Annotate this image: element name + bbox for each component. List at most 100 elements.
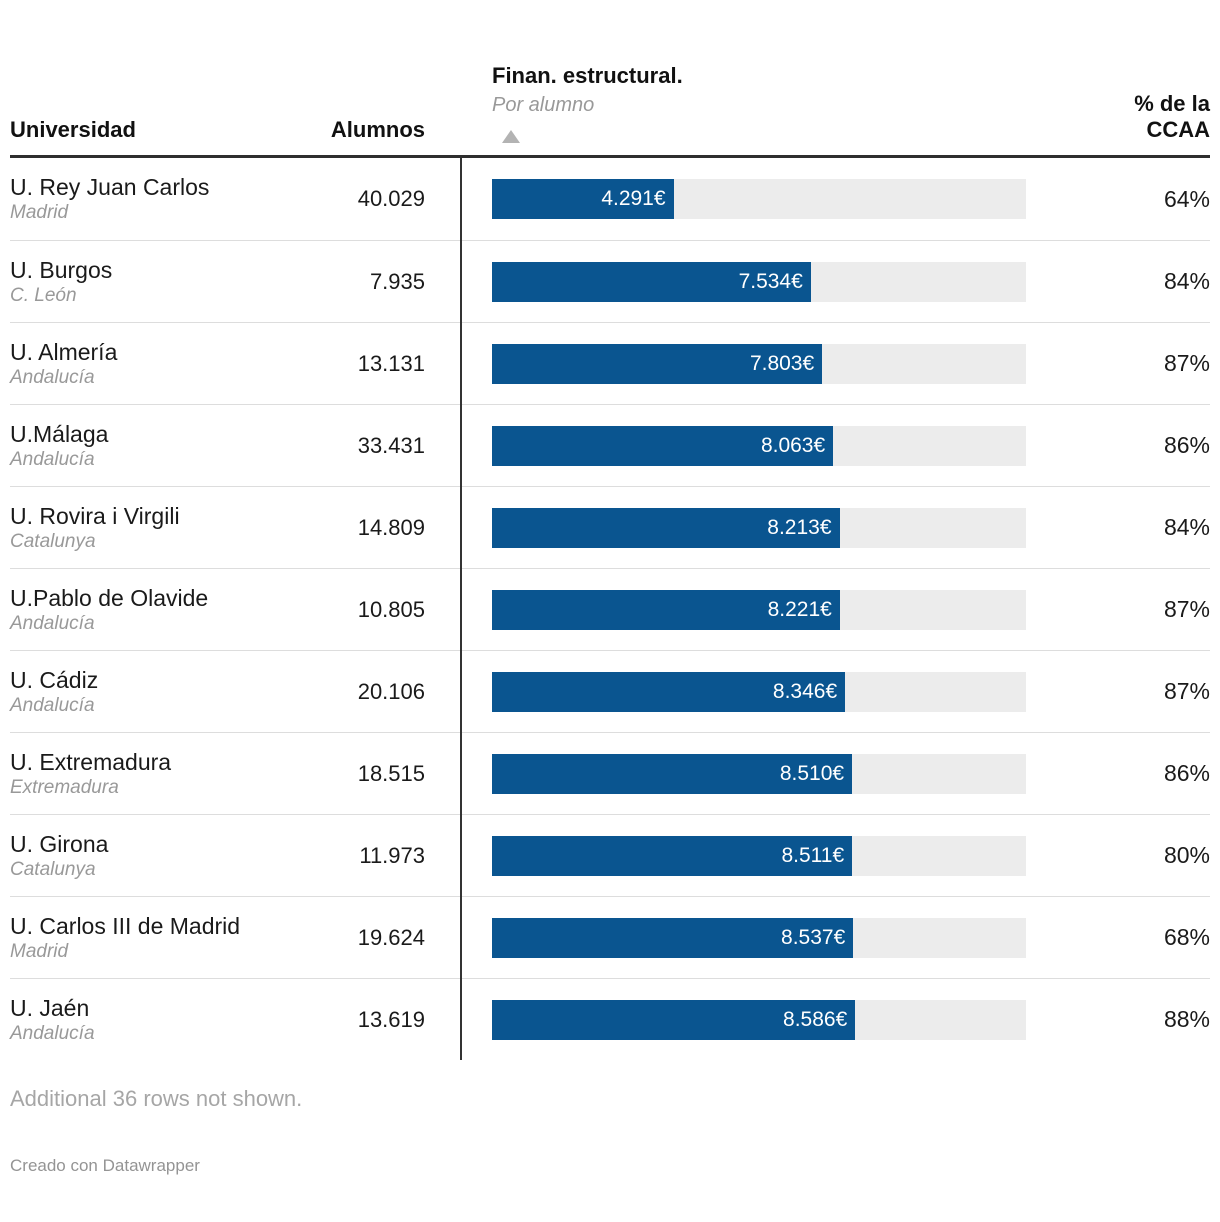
finan-bar-label: 8.063€ xyxy=(760,433,826,457)
alumnos-value: 7.935 xyxy=(369,268,425,294)
finan-bar-track: 8.346€ xyxy=(492,671,1026,712)
finan-bar-cell: 8.221€ xyxy=(492,589,1026,630)
university-name: U. Rovira i Virgili xyxy=(10,502,180,529)
university-cell: U. Carlos III de Madrid Madrid xyxy=(10,912,300,964)
finan-bar-label: 7.803€ xyxy=(749,351,815,375)
finan-bar-cell: 4.291€ xyxy=(492,179,1026,219)
finan-bar-label: 8.510€ xyxy=(779,761,845,785)
university-cell: U. Almería Andalucía xyxy=(10,338,300,390)
table-row: U. Extremadura Extremadura 18.515 8.510€… xyxy=(10,732,1210,814)
university-cell: U. Jaén Andalucía xyxy=(10,994,300,1046)
table-row: U.Pablo de Olavide Andalucía 10.805 8.22… xyxy=(10,568,1210,650)
university-region: Madrid xyxy=(10,940,69,962)
university-region: Andalucía xyxy=(10,448,95,470)
finan-bar-label: 8.213€ xyxy=(767,515,832,539)
finan-bar-cell: 8.511€ xyxy=(492,835,1026,876)
finan-bar-cell: 8.537€ xyxy=(492,917,1026,958)
university-cell: U. Rey Juan Carlos Madrid xyxy=(10,173,300,225)
alumnos-value: 18.515 xyxy=(357,760,425,786)
university-name: U. Extremadura xyxy=(10,748,172,775)
ccaa-percent: 80% xyxy=(1163,842,1210,868)
alumnos-value: 40.029 xyxy=(357,186,425,211)
column-header-finan[interactable]: Finan. estructural. Por alumno xyxy=(492,46,1026,155)
finan-bar-track: 7.803€ xyxy=(492,343,1026,384)
university-region: Andalucía xyxy=(10,694,95,716)
more-rows-note: Additional 36 rows not shown. xyxy=(10,1086,303,1111)
ccaa-percent: 87% xyxy=(1163,350,1210,376)
finan-bar-label: 8.346€ xyxy=(772,679,838,703)
table-row: U. Rovira i Virgili Catalunya 14.809 8.2… xyxy=(10,486,1210,568)
finan-bar-label: 8.586€ xyxy=(783,1007,848,1031)
university-cell: U.Pablo de Olavide Andalucía xyxy=(10,584,300,636)
finan-bar: 7.534€ xyxy=(492,261,811,302)
university-cell: U.Málaga Andalucía xyxy=(10,420,300,472)
finan-bar-label: 8.221€ xyxy=(767,597,832,621)
ccaa-percent: 64% xyxy=(1163,185,1210,212)
finan-bar: 8.063€ xyxy=(492,425,834,466)
finan-bar-label: 7.534€ xyxy=(738,269,803,293)
table-row: U. Cádiz Andalucía 20.106 8.346€ 87% xyxy=(10,650,1210,732)
finan-bar-label: 8.511€ xyxy=(781,843,845,867)
finan-bar-label: 4.291€ xyxy=(601,187,666,210)
finan-bar-cell: 8.063€ xyxy=(492,425,1026,466)
finan-bar-track: 8.221€ xyxy=(492,589,1026,630)
finan-bar-label: 8.537€ xyxy=(781,925,846,949)
university-cell: U. Cádiz Andalucía xyxy=(10,666,300,718)
university-name: U.Málaga xyxy=(10,420,109,447)
university-name: U.Pablo de Olavide xyxy=(10,584,209,611)
university-region: Andalucía xyxy=(10,1022,95,1044)
table-row: U. Almería Andalucía 13.131 7.803€ 87% xyxy=(10,322,1210,404)
finan-bar-track: 8.213€ xyxy=(492,507,1026,548)
header-gap xyxy=(425,46,492,155)
column-header-universidad-label: Universidad xyxy=(10,117,136,142)
table-row: U. Jaén Andalucía 13.619 8.586€ 88% xyxy=(10,978,1210,1060)
university-name: U. Girona xyxy=(10,830,109,857)
university-name: U. Almería xyxy=(10,338,118,365)
alumnos-value: 20.106 xyxy=(357,678,425,704)
finan-bar-track: 8.511€ xyxy=(492,835,1026,876)
finan-bar-cell: 7.534€ xyxy=(492,261,1026,302)
alumnos-value: 13.131 xyxy=(357,350,425,376)
university-name: U. Jaén xyxy=(10,994,90,1021)
column-header-universidad: Universidad xyxy=(10,46,300,155)
alumnos-value: 33.431 xyxy=(357,432,425,458)
table-row: U. Carlos III de Madrid Madrid 19.624 8.… xyxy=(10,896,1210,978)
finan-bar-track: 4.291€ xyxy=(492,179,1026,219)
finan-bar-cell: 7.803€ xyxy=(492,343,1026,384)
column-header-alumnos-label: Alumnos xyxy=(330,117,425,142)
finan-bar: 8.510€ xyxy=(492,753,853,794)
finan-bar-cell: 8.346€ xyxy=(492,671,1026,712)
ccaa-percent: 84% xyxy=(1163,514,1210,540)
university-region: Extremadura xyxy=(10,776,119,798)
table-row: U. Girona Catalunya 11.973 8.511€ 80% xyxy=(10,814,1210,896)
ccaa-percent: 86% xyxy=(1163,760,1210,786)
university-cell: U. Rovira i Virgili Catalunya xyxy=(10,502,300,554)
ccaa-percent: 68% xyxy=(1163,924,1210,950)
datawrapper-credit[interactable]: Creado con Datawrapper xyxy=(10,1156,200,1175)
finan-bar-cell: 8.586€ xyxy=(492,999,1026,1040)
column-header-ccaa-line2: CCAA xyxy=(1146,117,1210,142)
column-header-alumnos: Alumnos xyxy=(300,46,425,155)
ccaa-percent: 86% xyxy=(1163,432,1210,458)
finan-bar-track: 8.063€ xyxy=(492,425,1026,466)
finan-bar: 7.803€ xyxy=(492,343,823,384)
ccaa-percent: 88% xyxy=(1163,1006,1210,1032)
finan-bar: 8.511€ xyxy=(492,835,853,876)
university-region: C. León xyxy=(10,284,77,306)
finan-bar-track: 8.586€ xyxy=(492,999,1026,1040)
finan-bar: 8.586€ xyxy=(492,999,856,1040)
table-body: U. Rey Juan Carlos Madrid 40.029 4.291€ … xyxy=(10,158,1210,1060)
university-name: U. Cádiz xyxy=(10,666,99,693)
university-region: Andalucía xyxy=(10,366,95,388)
university-cell: U. Extremadura Extremadura xyxy=(10,748,300,800)
sort-ascending-icon[interactable] xyxy=(502,130,520,143)
finan-bar: 8.213€ xyxy=(492,507,840,548)
university-cell: U. Girona Catalunya xyxy=(10,830,300,882)
bar-axis-baseline xyxy=(460,158,462,1060)
ccaa-percent: 87% xyxy=(1163,596,1210,622)
finan-bar-track: 8.537€ xyxy=(492,917,1026,958)
column-header-ccaa: % de la CCAA xyxy=(1026,46,1210,155)
university-cell: U. Burgos C. León xyxy=(10,256,300,308)
table-row: U. Rey Juan Carlos Madrid 40.029 4.291€ … xyxy=(10,158,1210,240)
column-header-finan-title: Finan. estructural. xyxy=(492,63,683,88)
